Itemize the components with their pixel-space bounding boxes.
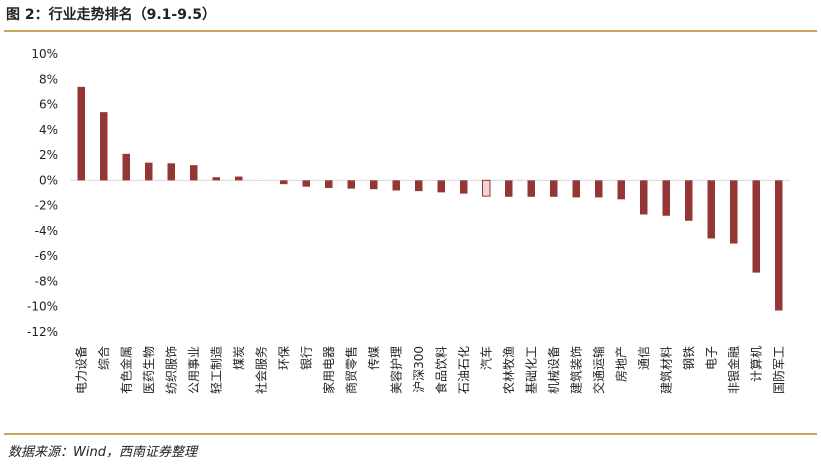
category-label: 纺织服饰 (164, 346, 178, 394)
y-tick-label: 8% (39, 72, 58, 86)
bar-汽车 (482, 179, 491, 197)
y-tick-label: 2% (39, 148, 58, 162)
bar-交通运输 (595, 180, 603, 198)
category-label: 食品饮料 (433, 346, 448, 394)
category-label: 汽车 (478, 346, 493, 370)
y-tick-label: -2% (35, 199, 58, 213)
category-label: 商贸零售 (343, 346, 358, 394)
category-label: 非银金融 (726, 346, 741, 394)
bar-银行 (302, 180, 310, 187)
bar-综合 (100, 112, 108, 181)
y-tick-label: -8% (35, 274, 58, 288)
y-tick-label: -10% (27, 300, 58, 314)
bar-计算机 (752, 180, 760, 273)
bar-房地产 (617, 180, 625, 200)
category-label: 煤炭 (232, 346, 246, 370)
category-label: 钢铁 (682, 346, 696, 370)
category-label: 沪深300 (412, 346, 426, 393)
y-tick-label: 10% (31, 47, 58, 61)
category-label: 机械设备 (546, 346, 561, 394)
bar-商贸零售 (347, 180, 355, 189)
bar-环保 (280, 180, 288, 185)
chart-title: 图 2：行业走势排名（9.1-9.5） (6, 7, 217, 23)
bar-家用电器 (325, 180, 333, 188)
y-tick-label: -6% (35, 249, 58, 263)
bar-食品饮料 (437, 180, 445, 193)
category-label: 美容护理 (388, 346, 403, 394)
bar-钢铁 (685, 180, 693, 221)
category-label: 建筑装饰 (568, 346, 583, 394)
category-label: 公用事业 (187, 346, 201, 394)
category-label: 社会服务 (253, 346, 268, 394)
category-label: 传媒 (366, 346, 381, 370)
y-tick-label: 0% (39, 173, 58, 187)
bar-通信 (640, 180, 648, 215)
category-label: 房地产 (613, 346, 628, 382)
y-axis-ticks: 10% 8% 6% 4% 2% 0% -2% -4% -6% -8% -10% -12% (27, 47, 58, 339)
bar-非银金融 (730, 180, 738, 244)
category-label: 有色金属 (118, 346, 133, 394)
bar-传媒 (370, 180, 378, 190)
y-tick-label: -4% (35, 224, 58, 238)
category-label: 通信 (637, 346, 651, 370)
category-label: 基础化工 (524, 346, 538, 394)
category-label: 综合 (96, 346, 111, 370)
bar-石油石化 (460, 180, 468, 194)
category-label: 农林牧渔 (502, 346, 516, 394)
source-note: 数据来源：Wind，西南证券整理 (8, 445, 197, 460)
category-label: 银行 (299, 346, 313, 370)
category-label: 交通运输 (591, 346, 606, 394)
bar-基础化工 (527, 180, 535, 197)
category-label: 电力设备 (74, 346, 88, 394)
category-label: 医药生物 (142, 346, 156, 394)
category-labels: 电力设备 综合 有色金属 医药生物 纺织服饰 公用事业 轻工制造 煤炭 社会服务 环保 银行 家用电器… (74, 346, 786, 394)
bar-chart: 10% 8% 6% 4% 2% 0% -2% -4% -6% -8% -10% -12% 电力设备 综合… (27, 47, 790, 394)
bar-公用事业 (190, 165, 198, 181)
bar-电子 (707, 180, 715, 239)
bar-建筑装饰 (572, 180, 580, 198)
bar-建筑材料 (662, 180, 670, 216)
y-tick-label: -12% (27, 325, 58, 339)
y-tick-label: 6% (39, 98, 58, 112)
bar-沪深300 (415, 180, 423, 192)
bar-纺织服饰 (167, 163, 175, 181)
category-label: 计算机 (748, 346, 763, 382)
bar-有色金属 (122, 153, 130, 181)
bar-煤炭 (235, 176, 243, 181)
category-label: 建筑材料 (658, 346, 673, 394)
bar-电力设备 (77, 86, 85, 181)
top-divider (4, 30, 817, 32)
category-label: 轻工制造 (209, 346, 223, 394)
category-label: 家用电器 (321, 346, 336, 394)
bar-农林牧渔 (505, 180, 513, 197)
bar-美容护理 (392, 180, 400, 191)
bar-医药生物 (145, 162, 153, 181)
category-label: 国防军工 (771, 346, 786, 394)
bar-轻工制造 (212, 177, 220, 181)
y-tick-label: 4% (39, 123, 58, 137)
category-label: 环保 (277, 346, 291, 370)
category-label: 石油石化 (457, 346, 471, 394)
bar-国防军工 (775, 180, 783, 311)
bars (77, 86, 783, 311)
category-label: 电子 (704, 346, 718, 370)
bottom-divider (4, 433, 817, 435)
bar-机械设备 (550, 180, 558, 197)
